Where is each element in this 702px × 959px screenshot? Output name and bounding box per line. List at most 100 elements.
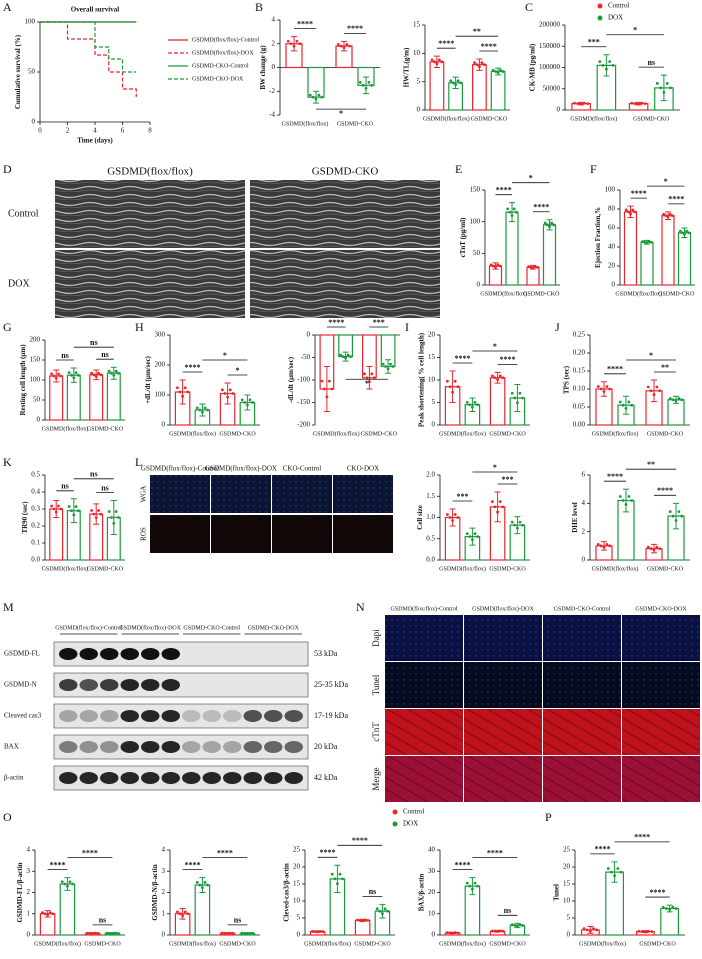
data-point bbox=[339, 44, 343, 48]
error-bar bbox=[70, 367, 77, 383]
data-point bbox=[643, 240, 647, 244]
micrograph-texture bbox=[272, 475, 332, 513]
data-point bbox=[482, 63, 486, 67]
error-bar bbox=[342, 351, 349, 362]
data-point bbox=[633, 210, 637, 214]
data-point bbox=[117, 371, 120, 375]
data-point bbox=[333, 877, 337, 881]
error-bar bbox=[681, 227, 688, 238]
data-point bbox=[320, 379, 324, 383]
data-point bbox=[643, 102, 647, 106]
data-point bbox=[630, 101, 634, 105]
blot-band bbox=[79, 679, 98, 691]
micrograph-texture bbox=[333, 475, 393, 513]
blot-band bbox=[100, 648, 119, 660]
blot-group-label: GSDMD(flox/flox)-DOX bbox=[119, 624, 181, 631]
data-point bbox=[596, 542, 600, 546]
column-label: GSDMD(flox/flox)-DOX bbox=[205, 465, 277, 473]
row-label: cTnT bbox=[371, 722, 381, 742]
data-point bbox=[74, 505, 78, 508]
data-point bbox=[363, 918, 367, 922]
y-tick-label: 0.25 bbox=[573, 331, 586, 339]
x-tick-label: GSDMD(flox/flox) bbox=[423, 115, 470, 122]
data-point bbox=[668, 510, 672, 514]
data-point bbox=[68, 880, 72, 884]
data-point bbox=[437, 58, 441, 62]
error-bar bbox=[449, 370, 456, 403]
error-bar bbox=[469, 877, 476, 896]
panel-label: E bbox=[455, 162, 462, 176]
y-tick-label: 10 bbox=[428, 909, 436, 917]
blot-band bbox=[202, 710, 221, 722]
data-point bbox=[228, 388, 232, 392]
data-point bbox=[195, 881, 199, 884]
data-point bbox=[605, 385, 609, 388]
micrograph-texture bbox=[385, 709, 463, 755]
y-tick-label: 4 bbox=[582, 499, 586, 507]
data-point bbox=[521, 523, 524, 527]
error-bar bbox=[53, 500, 60, 518]
data-point bbox=[183, 910, 187, 914]
panel-label: O bbox=[3, 810, 12, 824]
significance-label: ns bbox=[90, 470, 98, 479]
panel-label: L bbox=[135, 455, 142, 469]
panel-label: G bbox=[3, 320, 12, 334]
y-tick-label: 50 bbox=[473, 249, 481, 257]
data-point bbox=[116, 931, 119, 935]
data-point bbox=[668, 212, 672, 216]
y-axis-label: Cumulative survival (%) bbox=[14, 34, 22, 109]
x-tick-label: GSDMD-CKO bbox=[354, 941, 391, 947]
y-tick-label: 2 bbox=[162, 888, 166, 896]
blot-band bbox=[284, 710, 303, 722]
row-label: WGA bbox=[140, 486, 148, 503]
x-tick-label: GSDMD(flox/flox) bbox=[592, 565, 639, 572]
significance-label: **** bbox=[481, 42, 497, 51]
blot-band bbox=[223, 741, 242, 753]
blot-size-label: 25-35 kDa bbox=[314, 680, 348, 689]
bar bbox=[489, 377, 506, 426]
y-tick-label: -4 bbox=[269, 111, 275, 119]
data-point bbox=[440, 60, 444, 64]
data-point bbox=[338, 872, 342, 876]
data-point bbox=[674, 519, 678, 522]
y-axis-label: CK-MB (pg/ml) bbox=[529, 43, 537, 91]
data-point bbox=[491, 500, 494, 504]
data-point bbox=[67, 371, 71, 375]
y-tick-label: 30 bbox=[428, 867, 436, 875]
data-point bbox=[621, 403, 625, 407]
data-point bbox=[77, 373, 80, 377]
data-point bbox=[107, 369, 111, 373]
data-point bbox=[535, 265, 539, 269]
significance-label: ns bbox=[504, 906, 512, 915]
significance-label: ns bbox=[99, 916, 107, 925]
data-point bbox=[99, 512, 103, 516]
data-point bbox=[448, 516, 452, 519]
micrograph-texture bbox=[622, 615, 700, 661]
data-point bbox=[456, 385, 460, 389]
micrograph-texture bbox=[464, 662, 542, 708]
error-bar bbox=[224, 382, 231, 405]
significance-label: * bbox=[664, 177, 668, 186]
y-axis-label: Cleved-cas3/β-actin bbox=[283, 863, 291, 922]
data-point bbox=[513, 523, 517, 527]
data-point bbox=[516, 401, 519, 405]
data-point bbox=[356, 918, 359, 922]
panel-label: M bbox=[3, 600, 14, 614]
data-point bbox=[685, 229, 689, 233]
error-bar bbox=[673, 502, 679, 530]
blot-band bbox=[141, 648, 160, 660]
data-point bbox=[50, 372, 53, 376]
data-point bbox=[655, 545, 659, 549]
y-tick-label: 0 bbox=[162, 931, 166, 939]
data-point bbox=[54, 510, 58, 514]
data-point bbox=[114, 510, 118, 513]
data-point bbox=[646, 385, 650, 389]
data-point bbox=[518, 520, 522, 524]
blot-band bbox=[243, 741, 262, 753]
data-point bbox=[671, 905, 675, 909]
data-point bbox=[658, 547, 662, 551]
y-tick-label: 0.0 bbox=[426, 556, 435, 564]
x-tick-label: GSDMD(flox/flox) bbox=[615, 290, 662, 297]
bar bbox=[59, 883, 76, 936]
y-tick-label: 50 bbox=[33, 396, 41, 404]
